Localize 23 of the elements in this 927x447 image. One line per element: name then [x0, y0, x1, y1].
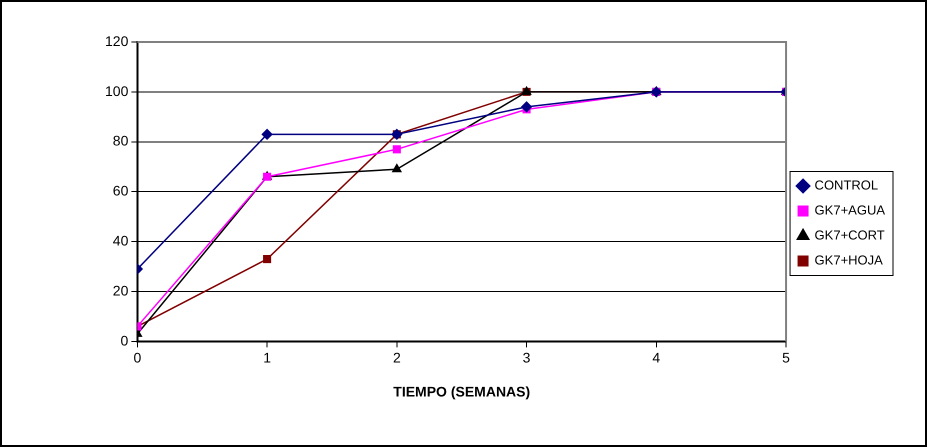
point	[392, 164, 402, 172]
legend-label: GK7+AGUA	[814, 202, 886, 218]
y-tick-label: 40	[112, 232, 129, 248]
y-tick-label: 0	[120, 332, 129, 348]
x-tick-label: 3	[522, 350, 531, 366]
x-tick-label: 2	[392, 350, 401, 366]
legend-label: GK7+CORT	[814, 228, 885, 243]
y-tick-label: 100	[105, 82, 129, 99]
point	[521, 101, 532, 112]
x-axis-title: TIEMPO (SEMANAS)	[393, 383, 530, 400]
legend-label: CONTROL	[814, 178, 878, 193]
point	[263, 255, 272, 264]
y-tick-label: 80	[112, 132, 129, 149]
y-tick-label: 120	[105, 32, 129, 49]
legend-label: GK7+HOJA	[814, 252, 884, 268]
y-tick-label: 20	[112, 282, 129, 298]
y-tick-label: 60	[112, 182, 129, 199]
point	[262, 128, 273, 140]
x-tick-label: 4	[652, 350, 660, 366]
x-tick-label: 1	[263, 350, 272, 366]
point	[392, 145, 401, 154]
x-tick-label: 0	[133, 350, 142, 366]
x-tick-label: 5	[782, 350, 790, 366]
